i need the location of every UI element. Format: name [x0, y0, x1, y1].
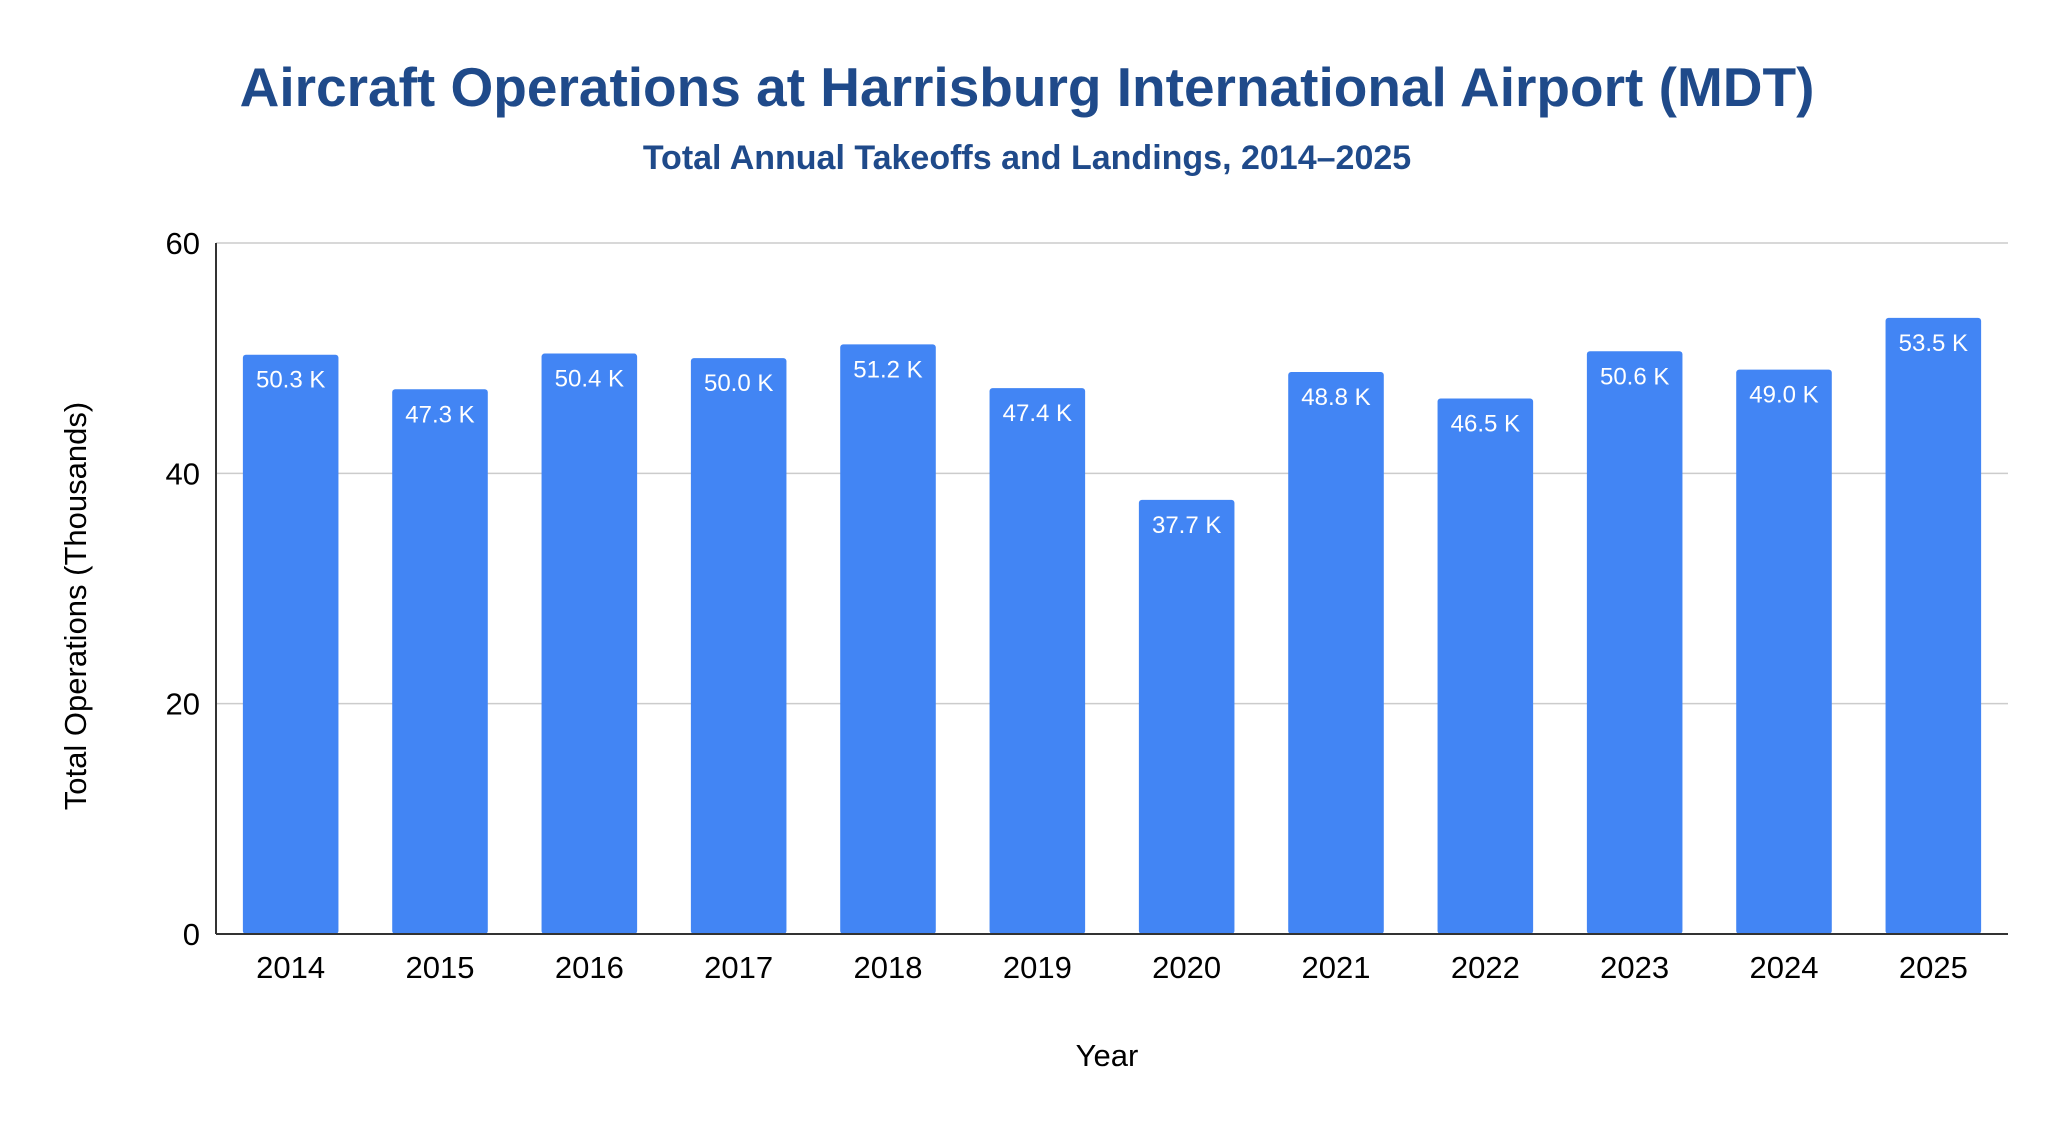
bar — [840, 344, 936, 934]
x-axis-title: Year — [1076, 1038, 1139, 1073]
bar — [541, 353, 638, 934]
x-tick-label: 2021 — [1302, 950, 1371, 985]
data-label: 47.4 K — [1003, 400, 1072, 427]
bar — [1437, 398, 1534, 935]
x-tick-label: 2020 — [1152, 950, 1221, 985]
data-label: 49.0 K — [1749, 382, 1818, 409]
x-tick-label: 2015 — [406, 950, 475, 985]
data-label: 53.5 K — [1899, 330, 1968, 357]
y-tick-label: 0 — [183, 917, 200, 952]
data-label: 50.3 K — [256, 367, 325, 394]
data-label: 50.0 K — [704, 370, 773, 397]
y-tick-label: 20 — [166, 687, 200, 722]
bar — [1288, 371, 1384, 934]
bar — [989, 388, 1086, 934]
bar — [1736, 369, 1832, 934]
x-tick-label: 2025 — [1899, 950, 1968, 985]
x-tick-label: 2017 — [704, 950, 773, 985]
data-label: 50.6 K — [1600, 363, 1669, 390]
x-tick-label: 2023 — [1600, 950, 1669, 985]
x-tick-label: 2014 — [256, 950, 325, 985]
bar — [690, 358, 787, 935]
x-tick-label: 2024 — [1750, 950, 1819, 985]
axes — [215, 243, 2008, 935]
x-tick-label: 2016 — [555, 950, 624, 985]
data-label: 51.2 K — [853, 356, 922, 383]
bar — [1885, 317, 1982, 934]
data-label: 50.4 K — [555, 366, 624, 393]
data-label: 48.8 K — [1301, 384, 1370, 411]
x-tick-label: 2018 — [854, 950, 923, 985]
tick-labels: 0 20 40 60 2014 2015 2016 2017 2018 2019 2020 2021 2… — [166, 226, 1968, 985]
bar — [1138, 499, 1235, 934]
x-tick-label: 2022 — [1451, 950, 1520, 985]
x-tick-label: 2019 — [1003, 950, 1072, 985]
gridlines — [216, 242, 2008, 705]
y-tick-label: 60 — [166, 226, 200, 261]
bar — [242, 354, 339, 934]
y-axis-title: Total Operations (Thousands) — [58, 402, 93, 810]
data-labels: 50.3 K 47.3 K 50.4 K 50.0 K 51.2 K 47.4 K 37.7… — [256, 330, 1968, 539]
y-tick-label: 40 — [166, 456, 200, 491]
data-label: 37.7 K — [1152, 512, 1221, 539]
chart-subtitle: Total Annual Takeoffs and Landings, 2014… — [643, 139, 1411, 177]
data-label: 47.3 K — [405, 401, 474, 428]
chart-title: Aircraft Operations at Harrisburg Intern… — [240, 56, 1815, 118]
bar — [392, 389, 488, 934]
data-label: 46.5 K — [1451, 410, 1520, 437]
bars — [242, 317, 1982, 935]
bar — [1586, 351, 1683, 934]
